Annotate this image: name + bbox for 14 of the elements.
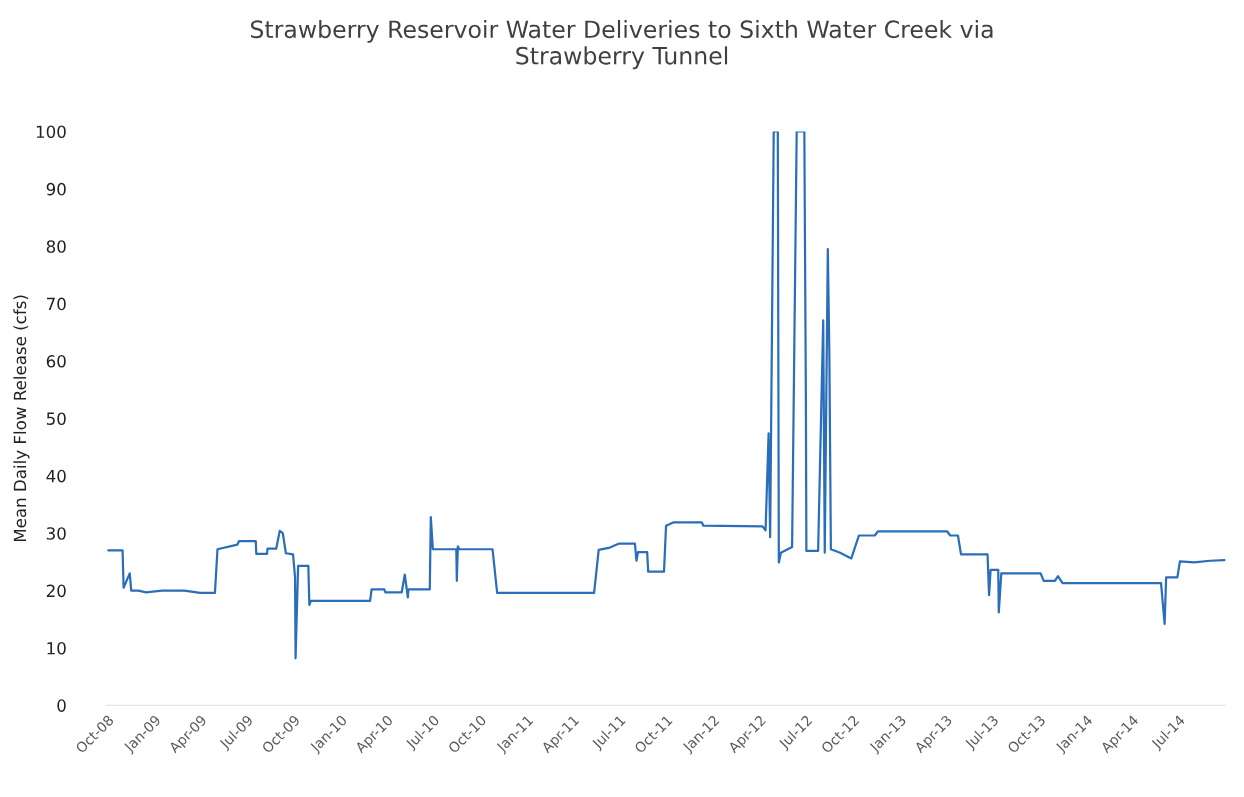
line-series [107,131,1226,660]
y-tick-label: 80 [46,240,66,253]
y-tick-label: 100 [36,125,66,139]
y-tick-label: 90 [46,182,66,196]
y-tick-label: 10 [47,641,66,655]
y-tick-label: 60 [46,355,66,368]
y-tick-label: 20 [46,584,66,598]
y-tick-label: 0 [57,699,66,712]
y-tick-label: 70 [47,297,66,311]
chart-title: Strawberry Reservoir Water Deliveries to Sixth Water Creek via Strawberry Tunnel [250,19,993,70]
y-tick-label: 40 [46,469,66,483]
y-axis-title: Mean Daily Flow Release (cfs) [13,295,30,542]
y-tick-label: 50 [46,412,66,425]
y-tick-label: 30 [46,527,66,540]
